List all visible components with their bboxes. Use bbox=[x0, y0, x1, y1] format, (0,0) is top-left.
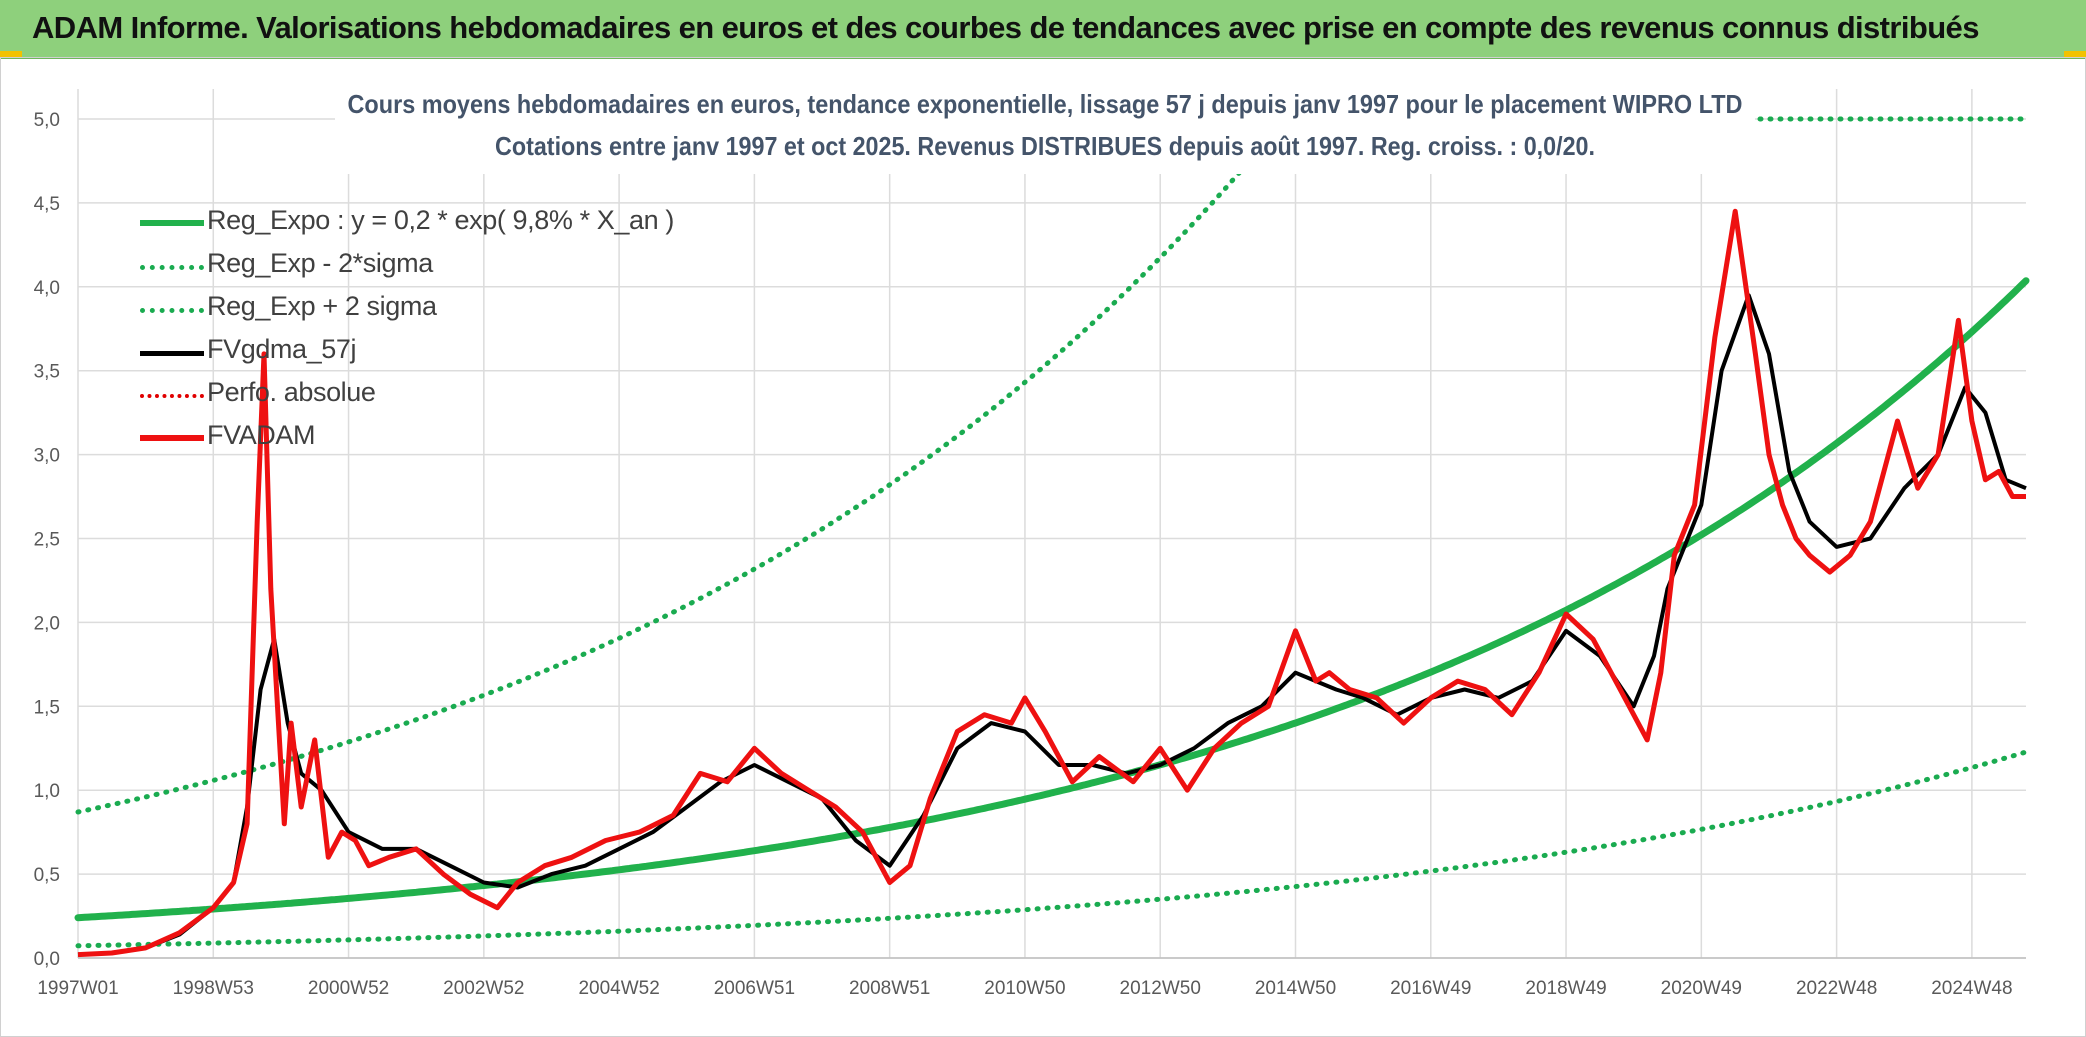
x-tick-label: 2008W51 bbox=[849, 978, 930, 999]
series-reg-expo bbox=[74, 277, 2030, 922]
legend-item-reg-exp-plus: Reg_Exp + 2 sigma bbox=[140, 289, 660, 329]
legend-label-reg-expo: Reg_Expo : y = 0,2 * exp( 9,8% * X_an ) bbox=[207, 205, 674, 235]
y-tick-label: 2,5 bbox=[34, 530, 60, 551]
y-tick-label: 0,0 bbox=[34, 949, 60, 970]
legend-swatch-reg-exp-plus bbox=[140, 308, 204, 313]
x-axis-ticks: 1997W01 1998W53 2000W52 2002W52 2004W52 2006W… bbox=[37, 978, 2012, 999]
legend-label-perfo: Perfo. absolue bbox=[207, 377, 376, 407]
legend-item-perfo: Perfo. absolue bbox=[140, 375, 660, 415]
x-tick-label: 2000W52 bbox=[308, 978, 389, 999]
legend-swatch-reg-exp-minus bbox=[140, 265, 204, 270]
header-bar: ADAM Informe. Valorisations hebdomadaire… bbox=[0, 0, 2086, 59]
x-tick-label: 1997W01 bbox=[37, 978, 118, 999]
chart-subtitle: Cotations entre janv 1997 et oct 2025. R… bbox=[495, 131, 1595, 161]
y-tick-label: 1,5 bbox=[34, 697, 60, 718]
y-tick-label: 4,5 bbox=[34, 194, 60, 215]
x-tick-label: 2016W49 bbox=[1390, 978, 1471, 999]
x-tick-label: 2006W51 bbox=[714, 978, 795, 999]
y-tick-label: 3,5 bbox=[34, 362, 60, 383]
legend-item-reg-exp-minus: Reg_Exp - 2*sigma bbox=[140, 246, 660, 286]
series-reg-exp-minus-2sigma bbox=[75, 749, 2029, 949]
legend-label-fvgdma: FVgdma_57j bbox=[207, 334, 357, 364]
legend-swatch-fvadam bbox=[140, 435, 204, 441]
y-tick-label: 4,0 bbox=[34, 278, 60, 299]
series-fvgdma-57j bbox=[77, 293, 2027, 957]
chart-title: Cours moyens hebdomadaires en euros, ten… bbox=[348, 89, 1743, 119]
legend-item-fvgdma: FVgdma_57j bbox=[140, 332, 660, 372]
x-tick-label: 2010W50 bbox=[984, 978, 1065, 999]
y-tick-label: 2,0 bbox=[34, 613, 60, 634]
y-tick-label: 1,0 bbox=[34, 781, 60, 802]
legend-swatch-perfo bbox=[140, 394, 204, 398]
legend-label-reg-exp-minus: Reg_Exp - 2*sigma bbox=[207, 248, 433, 278]
series-group bbox=[74, 116, 2030, 958]
y-tick-label: 3,0 bbox=[34, 446, 60, 467]
x-tick-label: 2018W49 bbox=[1525, 978, 1606, 999]
corner-mark-left bbox=[0, 51, 22, 57]
grid bbox=[77, 89, 2026, 959]
legend-swatch-fvgdma bbox=[140, 351, 204, 356]
legend-item-fvadam: FVADAM bbox=[140, 418, 660, 458]
y-tick-label: 0,5 bbox=[34, 865, 60, 886]
x-tick-label: 2022W48 bbox=[1796, 978, 1877, 999]
x-tick-label: 2020W49 bbox=[1661, 978, 1742, 999]
legend-label-fvadam: FVADAM bbox=[207, 420, 316, 450]
corner-mark-right bbox=[2064, 51, 2086, 57]
x-tick-label: 2024W48 bbox=[1931, 978, 2012, 999]
y-axis-ticks: 0,0 0,5 1,0 1,5 2,0 2,5 3,0 3,5 4,0 4,5 5,0 bbox=[34, 110, 60, 970]
title-background bbox=[335, 84, 1755, 174]
x-tick-label: 2002W52 bbox=[443, 978, 524, 999]
x-tick-label: 1998W53 bbox=[173, 978, 254, 999]
legend-label-reg-exp-plus: Reg_Exp + 2 sigma bbox=[207, 291, 437, 321]
page-title: ADAM Informe. Valorisations hebdomadaire… bbox=[32, 10, 1979, 45]
x-tick-label: 2014W50 bbox=[1255, 978, 1336, 999]
y-tick-label: 5,0 bbox=[34, 110, 60, 131]
legend-swatch-reg-expo bbox=[140, 220, 204, 226]
x-tick-label: 2012W50 bbox=[1120, 978, 1201, 999]
series-fvadam bbox=[77, 208, 2026, 958]
x-tick-label: 2004W52 bbox=[578, 978, 659, 999]
legend-item-reg-expo: Reg_Expo : y = 0,2 * exp( 9,8% * X_an ) bbox=[140, 203, 674, 243]
